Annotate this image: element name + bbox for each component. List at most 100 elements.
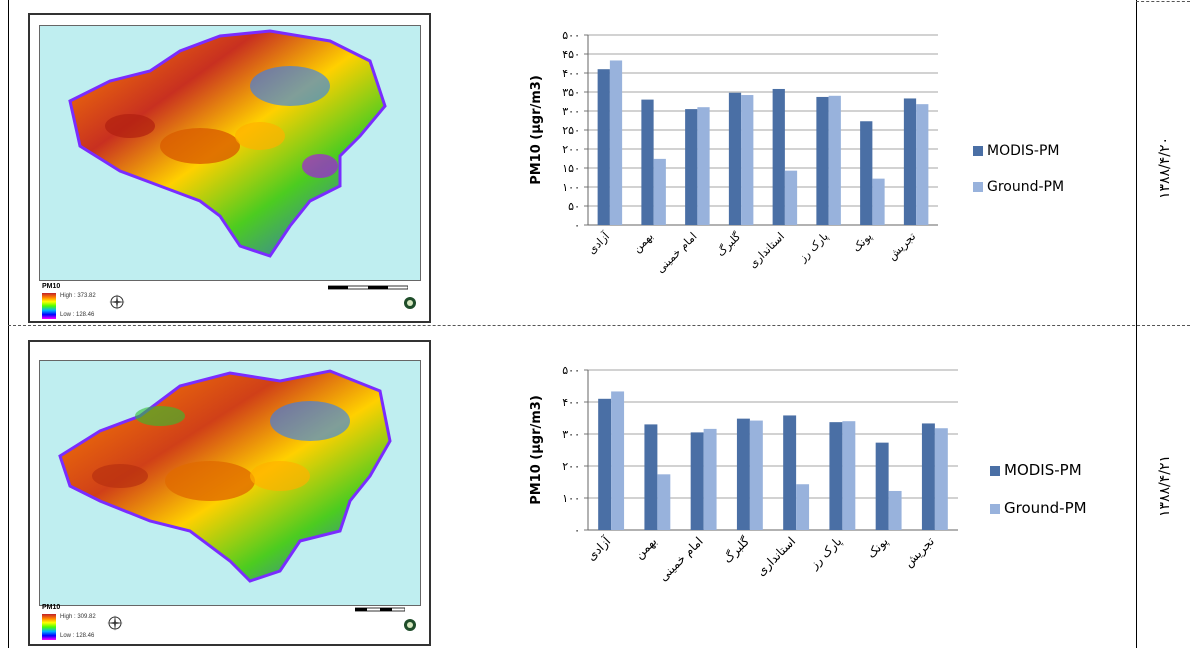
x-category-label: استانداری: [746, 230, 787, 271]
y-tick-label: ۴۵۰: [562, 48, 580, 61]
y-tick-label: ۲۰۰: [562, 143, 580, 156]
bar-ground: [828, 95, 841, 225]
x-category-label: تجریش: [901, 534, 937, 570]
bar-ground: [872, 178, 885, 225]
bar-ground: [916, 104, 929, 225]
table-border-left: [8, 0, 9, 648]
x-category-label: آزادی: [583, 533, 614, 564]
x-category-label: گلبرگ: [720, 534, 752, 566]
legend-swatch: [990, 504, 1000, 514]
x-category-label: گلبرگ: [714, 229, 744, 259]
bar-ground: [842, 421, 856, 530]
tehran-pm10-map-1: [68, 29, 387, 258]
legend-swatch: [973, 182, 983, 192]
bar-modis: [829, 422, 843, 530]
table-top-dash: [1136, 1, 1190, 2]
bar-ground: [934, 428, 948, 530]
x-category-label: بهمن: [630, 230, 655, 255]
y-tick-label: ۵۰۰: [562, 29, 580, 42]
north-arrow-icon: [109, 294, 125, 310]
bar-ground: [609, 60, 623, 226]
y-tick-label: ۵۰۰: [562, 364, 580, 377]
scale-bar-icon: [328, 285, 408, 290]
x-category-label: استانداری: [754, 534, 799, 579]
bar-ground: [784, 170, 798, 225]
y-tick-label: ۵۰: [568, 200, 580, 213]
bar-ground: [657, 474, 671, 530]
map-area-1: [39, 25, 421, 281]
y-tick-label: ۳۰۰: [562, 428, 580, 441]
bar-modis: [728, 92, 742, 225]
y-tick-label: ۰: [574, 524, 580, 537]
bar-modis: [875, 442, 889, 530]
map-legend-title-1: PM10: [42, 283, 61, 290]
bar-modis: [921, 423, 935, 530]
bar-modis: [685, 109, 698, 225]
bar-ground: [741, 95, 754, 225]
x-category-label: بهمن: [632, 534, 660, 562]
bar-modis: [783, 415, 797, 530]
legend-swatch: [990, 466, 1000, 476]
bar-modis: [598, 398, 612, 530]
row-separator: [8, 325, 1190, 326]
logo-icon: [404, 619, 416, 631]
bar-modis: [860, 121, 873, 225]
bar-modis: [644, 424, 658, 530]
legend-label: Ground-PM: [987, 179, 1064, 195]
x-category-label: پونک: [850, 230, 875, 255]
bar-ground: [697, 107, 710, 225]
bar-ground: [653, 158, 666, 225]
y-tick-label: ۲۰۰: [562, 460, 580, 473]
y-tick-label: ۰: [574, 219, 580, 232]
y-tick-label: ۱۰۰: [562, 492, 580, 505]
map-legend-low-1: Low : 128.46: [60, 312, 95, 318]
x-category-label: امام خمینی: [656, 534, 706, 584]
x-category-label: پونک: [864, 534, 891, 561]
y-axis-title: PM10 (µgr/m3): [529, 75, 544, 185]
bar-modis: [736, 418, 750, 530]
scale-bar-icon: [355, 607, 405, 612]
north-arrow-icon: [107, 615, 123, 631]
bar-ground: [703, 428, 717, 530]
bar-modis: [772, 88, 785, 226]
bar-ground: [796, 484, 810, 530]
y-tick-label: ۱۵۰: [562, 162, 580, 175]
bar-ground: [888, 490, 902, 530]
x-category-label: پارک رز: [806, 534, 845, 573]
y-tick-label: ۴۰۰: [562, 396, 580, 409]
map-legend-high-2: High : 309.82: [60, 614, 96, 620]
map-area-2: [39, 360, 421, 606]
map-legend-gradient-2: [42, 614, 56, 640]
bar-ground: [611, 391, 625, 530]
y-tick-label: ۴۰۰: [562, 67, 580, 80]
bar-modis: [690, 432, 704, 530]
date-label-2: ۱۳۸۸/۴/۲۱: [1157, 454, 1173, 518]
tehran-pm10-map-2: [58, 369, 392, 583]
y-tick-label: ۳۵۰: [562, 86, 580, 99]
bar-modis: [816, 96, 829, 225]
legend-label: Ground-PM: [1004, 499, 1087, 517]
date-label-1: ۱۳۸۸/۴/۲۰: [1157, 136, 1173, 200]
legend-label: MODIS-PM: [1004, 461, 1082, 479]
bar-modis: [597, 69, 610, 225]
map-panel-2: PM10 High : 309.82 Low : 128.46: [28, 340, 431, 646]
bar-ground: [749, 420, 763, 530]
map-panel-1: PM10 High : 373.82 Low : 128.46: [28, 13, 431, 323]
legend-swatch: [973, 146, 983, 156]
x-category-label: پارک رز: [796, 230, 831, 265]
y-tick-label: ۲۵۰: [562, 124, 580, 137]
map-legend-low-2: Low : 128.46: [60, 633, 95, 639]
bar-modis: [641, 99, 654, 225]
x-category-label: تجریش: [885, 230, 918, 263]
map-legend-high-1: High : 373.82: [60, 293, 96, 299]
y-axis-title: PM10 (µgr/m3): [529, 395, 544, 505]
y-tick-label: ۱۰۰: [562, 181, 580, 194]
table-divider-date-column: [1136, 0, 1137, 648]
bar-modis: [903, 98, 917, 225]
x-category-label: آزادی: [584, 229, 612, 257]
x-category-label: امام خمینی: [654, 230, 700, 276]
map-legend-gradient-1: [42, 293, 56, 319]
legend-label: MODIS-PM: [987, 143, 1059, 159]
